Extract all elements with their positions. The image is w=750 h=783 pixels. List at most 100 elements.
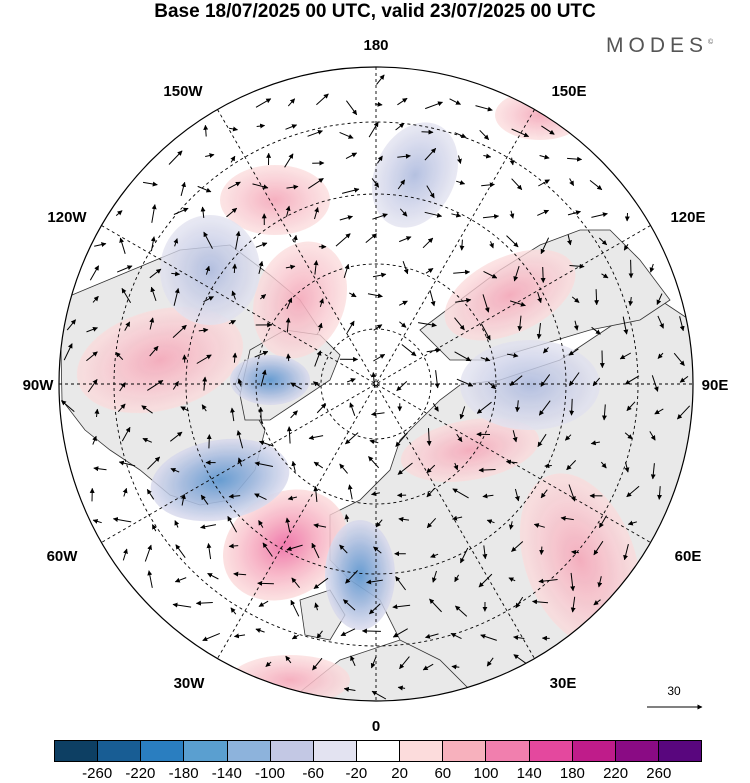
wind-arrow	[395, 432, 408, 447]
wind-arrow	[171, 271, 181, 277]
wind-arrow	[200, 494, 209, 505]
wind-arrow	[314, 207, 319, 220]
wind-arrow	[124, 321, 131, 331]
negative-anomaly-bering	[371, 122, 459, 228]
wind-arrow	[539, 546, 545, 555]
wind-arrow	[341, 187, 360, 194]
wind-arrow	[594, 289, 600, 306]
wind-arrow	[564, 434, 572, 441]
wind-arrow	[230, 155, 236, 163]
wind-arrow	[600, 461, 607, 469]
wind-arrow	[339, 131, 354, 139]
negative-anomaly-north-atlantic	[230, 355, 310, 405]
wind-arrow	[422, 663, 434, 671]
wind-arrow	[345, 100, 358, 116]
colorbar-swatch	[614, 741, 658, 761]
wind-arrow	[339, 215, 353, 221]
wind-arrow	[146, 488, 155, 500]
wind-arrow	[481, 182, 495, 188]
wind-arrow	[291, 460, 297, 472]
wind-arrow	[509, 210, 515, 219]
wind-arrow	[482, 294, 490, 313]
wind-arrow	[426, 428, 432, 446]
wind-arrow	[285, 205, 291, 217]
lon-label-90w: 90W	[23, 377, 55, 394]
wind-arrow	[449, 98, 461, 105]
wind-arrow	[456, 180, 466, 185]
colorbar-swatch	[55, 741, 98, 761]
wind-arrow	[375, 519, 383, 528]
lon-label-30w: 30W	[174, 675, 206, 692]
wind-arrow	[452, 488, 469, 499]
wind-arrow	[173, 238, 179, 247]
wind-arrow	[395, 123, 405, 131]
wind-arrow	[147, 456, 161, 470]
wind-arrow	[94, 408, 100, 418]
wind-arrow	[591, 212, 608, 218]
wind-arrow	[180, 493, 186, 506]
map-border	[58, 66, 694, 702]
wind-arrow	[345, 432, 359, 445]
wind-arrow	[569, 263, 585, 269]
wind-arrow	[567, 234, 572, 246]
wind-arrow	[173, 288, 180, 306]
wind-arrow	[476, 401, 492, 414]
wind-arrow	[369, 603, 381, 615]
wind-arrow	[316, 403, 327, 414]
wind-arrow	[650, 463, 656, 480]
wind-arrow	[509, 157, 515, 166]
wind-arrow	[227, 515, 238, 533]
wind-arrow	[368, 121, 379, 138]
wind-arrow	[454, 351, 472, 362]
colorbar	[54, 740, 702, 762]
positive-anomaly-europe	[400, 418, 540, 482]
wind-arrow	[537, 433, 547, 448]
wind-arrow	[285, 655, 292, 664]
wind-arrow	[228, 493, 241, 499]
wind-arrow	[203, 231, 213, 249]
wind-arrow	[429, 598, 442, 613]
negative-anomaly-labrador	[150, 438, 290, 522]
wind-arrow	[286, 184, 299, 190]
wind-arrow	[590, 440, 600, 446]
wind-arrow	[601, 273, 609, 279]
wind-arrow	[307, 130, 323, 137]
wind-arrow	[568, 348, 579, 356]
wind-arrow	[651, 375, 659, 392]
colorbar-swatch	[528, 741, 572, 761]
wind-arrow	[371, 690, 387, 700]
wind-arrow	[511, 178, 523, 190]
wind-arrow	[656, 293, 663, 305]
wind-arrow	[538, 400, 551, 416]
wind-arrow	[395, 576, 407, 591]
wind-arrow	[373, 324, 383, 331]
wind-arrow	[434, 370, 440, 389]
wind-arrow	[397, 462, 413, 475]
wind-arrow	[147, 570, 153, 588]
colorbar-tick-label: -60	[302, 765, 325, 782]
colorbar-tick-label: -220	[125, 765, 156, 782]
wind-arrow	[533, 523, 545, 528]
wind-arrow	[424, 148, 437, 161]
wind-arrow	[180, 406, 189, 412]
colorbar-tick-label: 180	[559, 765, 585, 782]
wind-arrow	[570, 572, 576, 592]
wind-arrow	[679, 316, 685, 332]
wind-arrow	[346, 378, 356, 383]
wind-arrow	[339, 544, 348, 554]
wind-arrow	[201, 404, 207, 412]
wind-arrow	[597, 576, 603, 588]
wind-arrow	[540, 266, 546, 283]
wind-arrow	[287, 98, 296, 107]
wind-arrow	[431, 570, 437, 583]
wind-arrow	[459, 239, 465, 251]
wind-arrow	[314, 350, 322, 367]
wind-arrow	[149, 317, 155, 330]
wind-arrow	[569, 178, 575, 187]
wind-arrow	[314, 602, 320, 611]
lon-label-30e: 30E	[550, 675, 577, 692]
map-disc	[59, 67, 693, 701]
colorbar-swatch	[485, 741, 529, 761]
wind-arrow	[349, 292, 357, 298]
wind-arrow	[544, 463, 552, 469]
